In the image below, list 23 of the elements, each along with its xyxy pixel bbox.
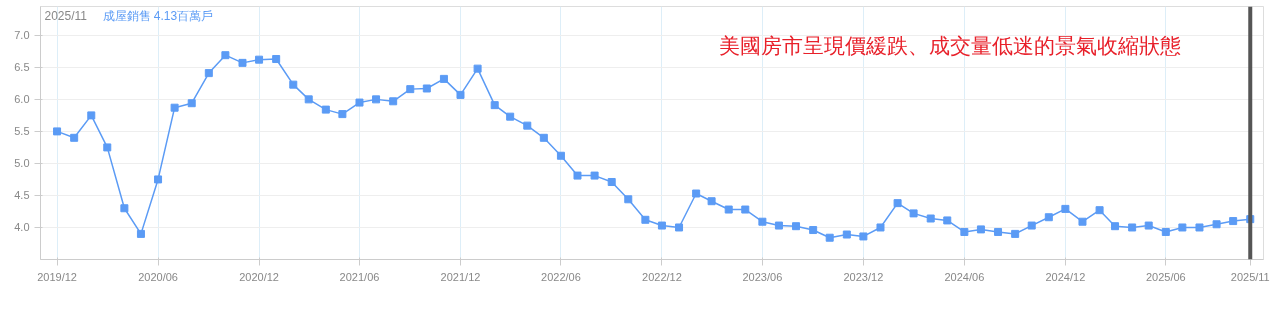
y-tick-label: 5.5 [14,125,30,138]
x-tick-label: 2020/06 [138,270,178,283]
y-tick-label: 4.5 [14,189,30,202]
x-tick-label: 2021/12 [440,270,481,283]
y-tick-label: 6.0 [14,93,30,106]
x-tick-label: 2025/06 [1145,270,1186,283]
x-tick-label: 2021/06 [339,270,380,283]
x-tick-label: 2022/06 [541,270,581,283]
x-tick-label: 2023/06 [742,270,783,283]
x-tick-label: 2019/12 [37,270,77,283]
x-tick-label: 2020/12 [239,270,279,283]
text: 美國房市呈現價緩跌、成交量低迷的景氣收縮狀態 [718,33,1181,57]
annotation: 成屋銷售 4.13百萬戶 [102,8,214,23]
y-tick-label: 6.5 [14,61,30,74]
x-tick-label: 2023/12 [843,270,884,283]
x-tick-label: 2022/12 [642,270,682,283]
y-tick-label: 5.0 [14,157,30,170]
y-tick-label: 7.0 [14,29,30,42]
y-tick-label: 4.0 [14,221,30,234]
x-tick-label: 2024/06 [944,270,985,283]
x-tick-label: 2024/12 [1045,270,1086,283]
x-tick-label: 2025/11 [1230,270,1270,283]
annotation: 2025/11 [44,8,88,23]
